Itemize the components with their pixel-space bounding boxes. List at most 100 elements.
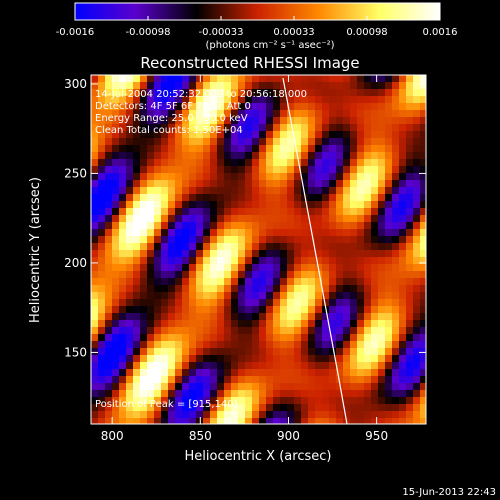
heatmap-pixel xyxy=(315,376,322,383)
heatmap-pixel xyxy=(238,117,245,124)
heatmap-pixel xyxy=(140,383,147,390)
heatmap-pixel xyxy=(259,180,266,187)
heatmap-pixel xyxy=(413,397,420,404)
heatmap-pixel xyxy=(175,215,182,222)
heatmap-pixel xyxy=(231,292,238,299)
heatmap-pixel xyxy=(161,341,168,348)
heatmap-pixel xyxy=(133,355,140,362)
heatmap-pixel xyxy=(245,390,252,397)
heatmap-pixel xyxy=(238,82,245,89)
heatmap-pixel xyxy=(392,299,399,306)
heatmap-pixel xyxy=(252,173,259,180)
heatmap-pixel xyxy=(224,124,231,131)
heatmap-pixel xyxy=(287,243,294,250)
heatmap-pixel xyxy=(126,173,133,180)
heatmap-pixel xyxy=(420,264,426,271)
y-tick-label: 200 xyxy=(64,256,87,270)
heatmap-pixel xyxy=(126,194,133,201)
heatmap-pixel xyxy=(343,411,350,418)
heatmap-pixel xyxy=(266,103,273,110)
heatmap-pixel xyxy=(196,271,203,278)
heatmap-pixel xyxy=(203,418,210,424)
heatmap-pixel xyxy=(301,145,308,152)
heatmap-pixel xyxy=(231,299,238,306)
heatmap-pixel xyxy=(350,131,357,138)
heatmap-pixel xyxy=(399,75,406,82)
heatmap-pixel xyxy=(322,320,329,327)
heatmap-pixel xyxy=(266,334,273,341)
heatmap-pixel xyxy=(287,180,294,187)
heatmap-pixel xyxy=(406,110,413,117)
heatmap-pixel xyxy=(315,334,322,341)
heatmap-pixel xyxy=(175,271,182,278)
heatmap-pixel xyxy=(420,271,426,278)
heatmap-pixel xyxy=(287,271,294,278)
heatmap-pixel xyxy=(336,229,343,236)
heatmap-pixel xyxy=(294,124,301,131)
heatmap-pixel xyxy=(308,180,315,187)
heatmap-pixel xyxy=(147,292,154,299)
heatmap-pixel xyxy=(133,390,140,397)
heatmap-pixel xyxy=(294,264,301,271)
heatmap-pixel xyxy=(154,383,161,390)
heatmap-pixel xyxy=(315,299,322,306)
heatmap-pixel xyxy=(112,152,119,159)
heatmap-pixel xyxy=(203,159,210,166)
heatmap-pixel xyxy=(357,89,364,96)
heatmap-pixel xyxy=(413,201,420,208)
heatmap-pixel xyxy=(287,103,294,110)
heatmap-pixel xyxy=(140,201,147,208)
heatmap-pixel xyxy=(112,292,119,299)
heatmap-pixel xyxy=(322,222,329,229)
heatmap-pixel xyxy=(371,229,378,236)
heatmap-pixel xyxy=(245,180,252,187)
heatmap-pixel xyxy=(406,215,413,222)
heatmap-pixel xyxy=(154,362,161,369)
heatmap-pixel xyxy=(385,89,392,96)
heatmap-pixel xyxy=(392,89,399,96)
heatmap-pixel xyxy=(336,124,343,131)
heatmap-pixel xyxy=(287,418,294,424)
heatmap-pixel xyxy=(140,264,147,271)
heatmap-pixel xyxy=(315,327,322,334)
heatmap-pixel xyxy=(364,145,371,152)
heatmap-pixel xyxy=(161,173,168,180)
heatmap-pixel xyxy=(203,222,210,229)
heatmap-pixel xyxy=(189,418,196,424)
heatmap-pixel xyxy=(147,194,154,201)
heatmap-pixel xyxy=(210,320,217,327)
heatmap-pixel xyxy=(420,383,426,390)
heatmap-pixel xyxy=(245,355,252,362)
heatmap-pixel xyxy=(168,348,175,355)
heatmap-pixel xyxy=(154,369,161,376)
heatmap-pixel xyxy=(161,327,168,334)
heatmap-pixel xyxy=(224,313,231,320)
heatmap-pixel xyxy=(126,264,133,271)
heatmap-pixel xyxy=(182,194,189,201)
heatmap-pixel xyxy=(357,145,364,152)
heatmap-pixel xyxy=(147,229,154,236)
heatmap-pixel xyxy=(371,362,378,369)
heatmap-pixel xyxy=(252,180,259,187)
heatmap-pixel xyxy=(371,152,378,159)
heatmap-pixel xyxy=(406,327,413,334)
heatmap-pixel xyxy=(98,292,105,299)
heatmap-pixel xyxy=(154,131,161,138)
heatmap-pixel xyxy=(252,299,259,306)
heatmap-pixel xyxy=(385,278,392,285)
heatmap-pixel xyxy=(119,313,126,320)
heatmap-pixel xyxy=(175,376,182,383)
heatmap-pixel xyxy=(147,271,154,278)
heatmap-pixel xyxy=(182,411,189,418)
heatmap-pixel xyxy=(168,257,175,264)
heatmap-pixel xyxy=(315,236,322,243)
heatmap-pixel xyxy=(343,110,350,117)
heatmap-pixel xyxy=(196,257,203,264)
heatmap-pixel xyxy=(238,271,245,278)
heatmap-pixel xyxy=(350,82,357,89)
heatmap-pixel xyxy=(350,383,357,390)
heatmap-pixel xyxy=(189,320,196,327)
heatmap-pixel xyxy=(203,404,210,411)
heatmap-pixel xyxy=(399,362,406,369)
heatmap-pixel xyxy=(175,348,182,355)
